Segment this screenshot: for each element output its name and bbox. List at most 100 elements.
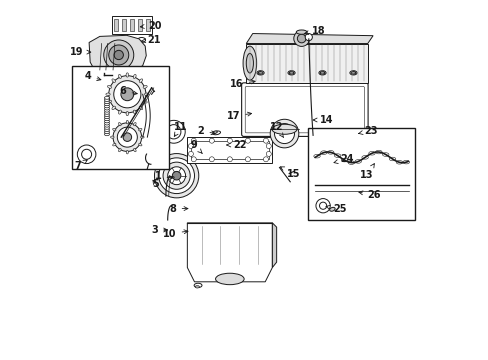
- Circle shape: [77, 145, 96, 163]
- Ellipse shape: [213, 131, 217, 133]
- Circle shape: [245, 157, 250, 162]
- Bar: [114, 18, 118, 31]
- Ellipse shape: [287, 71, 294, 75]
- Ellipse shape: [143, 100, 147, 103]
- Ellipse shape: [126, 111, 128, 116]
- Ellipse shape: [118, 122, 121, 126]
- Ellipse shape: [140, 136, 144, 138]
- Ellipse shape: [110, 136, 114, 138]
- Bar: [307, 128, 414, 220]
- Circle shape: [191, 138, 196, 143]
- Text: 7: 7: [74, 160, 87, 171]
- Bar: [187, 137, 272, 163]
- Ellipse shape: [104, 111, 109, 114]
- Ellipse shape: [361, 156, 367, 159]
- Ellipse shape: [104, 124, 109, 127]
- Text: 21: 21: [141, 35, 161, 45]
- Ellipse shape: [144, 93, 148, 95]
- Circle shape: [266, 152, 271, 157]
- Text: 20: 20: [140, 21, 161, 31]
- Text: 12: 12: [269, 122, 283, 137]
- Ellipse shape: [133, 75, 136, 78]
- Ellipse shape: [133, 122, 136, 126]
- Circle shape: [114, 50, 123, 60]
- Ellipse shape: [368, 152, 374, 155]
- Ellipse shape: [313, 154, 320, 158]
- Polygon shape: [368, 160, 380, 168]
- Ellipse shape: [347, 161, 354, 165]
- Ellipse shape: [104, 107, 109, 110]
- Text: 18: 18: [304, 26, 325, 36]
- Ellipse shape: [133, 110, 136, 114]
- Ellipse shape: [139, 143, 142, 146]
- Ellipse shape: [118, 110, 121, 114]
- Text: 9: 9: [190, 140, 202, 153]
- Polygon shape: [187, 223, 272, 282]
- Ellipse shape: [212, 131, 220, 135]
- Ellipse shape: [257, 71, 264, 75]
- Ellipse shape: [126, 150, 128, 154]
- FancyBboxPatch shape: [244, 86, 364, 133]
- Ellipse shape: [118, 75, 121, 78]
- Ellipse shape: [289, 72, 293, 74]
- Circle shape: [117, 127, 137, 147]
- Circle shape: [366, 140, 382, 156]
- Ellipse shape: [139, 79, 142, 82]
- Circle shape: [188, 152, 193, 157]
- Text: 26: 26: [358, 190, 381, 200]
- Ellipse shape: [382, 153, 388, 156]
- Ellipse shape: [320, 151, 326, 154]
- Polygon shape: [89, 35, 146, 73]
- Ellipse shape: [107, 85, 111, 88]
- Ellipse shape: [320, 72, 324, 74]
- Circle shape: [103, 40, 134, 70]
- Ellipse shape: [388, 157, 395, 161]
- Ellipse shape: [139, 129, 142, 131]
- Ellipse shape: [104, 120, 109, 123]
- Circle shape: [167, 167, 185, 185]
- Ellipse shape: [318, 71, 325, 75]
- Ellipse shape: [106, 93, 110, 95]
- Text: 1: 1: [155, 171, 173, 181]
- Circle shape: [361, 134, 387, 161]
- Polygon shape: [246, 33, 372, 44]
- Ellipse shape: [246, 53, 253, 73]
- Ellipse shape: [126, 73, 128, 77]
- Circle shape: [263, 157, 268, 162]
- Ellipse shape: [104, 129, 109, 131]
- Circle shape: [270, 119, 298, 148]
- Text: 3: 3: [151, 225, 167, 235]
- Text: 13: 13: [360, 164, 374, 180]
- Circle shape: [166, 125, 181, 139]
- Circle shape: [123, 133, 131, 141]
- Circle shape: [121, 88, 134, 101]
- Ellipse shape: [327, 150, 333, 154]
- Ellipse shape: [104, 122, 109, 125]
- Text: 22: 22: [226, 140, 246, 150]
- Ellipse shape: [133, 148, 136, 152]
- Ellipse shape: [271, 124, 296, 134]
- Bar: [145, 18, 150, 31]
- Ellipse shape: [194, 283, 202, 288]
- Circle shape: [209, 157, 214, 162]
- Text: 6: 6: [120, 86, 137, 96]
- Circle shape: [113, 123, 142, 152]
- Circle shape: [315, 199, 329, 213]
- Text: 15: 15: [280, 167, 300, 179]
- Bar: [72, 66, 169, 169]
- Ellipse shape: [395, 161, 402, 164]
- Circle shape: [114, 81, 141, 108]
- Bar: [138, 18, 142, 31]
- Circle shape: [263, 138, 268, 143]
- Circle shape: [209, 138, 214, 143]
- Ellipse shape: [104, 131, 109, 134]
- Text: 14: 14: [313, 115, 333, 125]
- Text: 16: 16: [230, 79, 255, 89]
- Circle shape: [274, 123, 294, 144]
- Ellipse shape: [118, 148, 121, 152]
- Ellipse shape: [112, 79, 115, 82]
- Ellipse shape: [375, 150, 381, 154]
- Circle shape: [266, 144, 271, 149]
- Circle shape: [191, 157, 196, 162]
- Circle shape: [227, 138, 232, 143]
